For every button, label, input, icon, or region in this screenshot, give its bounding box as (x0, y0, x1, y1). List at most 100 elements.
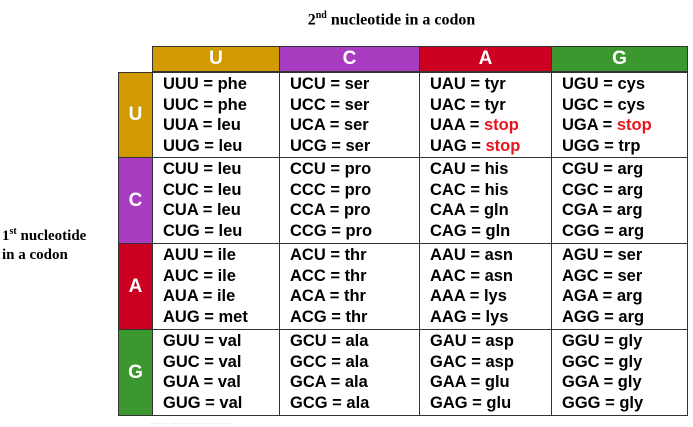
row-header-g: G (118, 329, 153, 416)
codon: GGA (562, 373, 599, 391)
codon-entry: CCU = pro (290, 159, 419, 180)
codon: CCU (290, 160, 326, 178)
codon: GCG (290, 393, 328, 412)
codon-entry: CAA = gln (430, 200, 551, 221)
amino-acid: ala (345, 352, 369, 371)
amino-acid: gly (618, 352, 643, 371)
codon-entry: GCU = ala (290, 331, 419, 352)
amino-acid: ile (216, 287, 236, 305)
equals-sign: = (326, 136, 346, 155)
amino-acid: arg (616, 287, 643, 305)
codon: CUC (163, 180, 199, 199)
equals-sign: = (199, 332, 219, 350)
codon: UUC (163, 95, 199, 114)
codon-entry: UCC = ser (290, 95, 419, 116)
codon: AGG (562, 307, 600, 326)
codon-entry: CAU = his (430, 159, 551, 180)
equals-sign: = (325, 180, 345, 199)
side-label-superscript: st (9, 226, 17, 237)
codon-entry: UGA = stop (562, 115, 687, 136)
codon-entry: ACU = thr (290, 245, 419, 266)
equals-sign: = (465, 180, 485, 199)
equals-sign: = (599, 136, 619, 155)
codon: UGC (562, 95, 599, 114)
codon-entry: GGG = gly (562, 393, 687, 414)
equals-sign: = (198, 201, 217, 219)
row-header-u: U (118, 72, 153, 158)
equals-sign: = (327, 393, 347, 412)
equals-sign: = (599, 352, 619, 371)
codon-cell-au: AUU = ile AUC = ile AUA = ile AUG = met (152, 243, 280, 330)
amino-acid: lys (483, 287, 507, 305)
codon: AAA (430, 287, 466, 305)
codon-entry: AUG = met (163, 307, 279, 328)
codon: AAC (430, 266, 466, 285)
stop-codon-label: stop (483, 116, 519, 134)
amino-acid: glu (484, 373, 510, 391)
equals-sign: = (466, 136, 486, 155)
amino-acid: lys (485, 307, 509, 326)
codon-entry: GUA = val (163, 372, 279, 393)
codon-entry: GGA = gly (562, 372, 687, 393)
amino-acid: val (217, 373, 241, 391)
amino-acid: ser (617, 266, 643, 285)
codon: GUG (163, 393, 201, 412)
codon: AGU (562, 246, 599, 264)
codon-entry: UGC = cys (562, 95, 687, 116)
codon: AUU (163, 246, 199, 264)
codon-entry: AUA = ile (163, 286, 279, 307)
codon-entry: GGC = gly (562, 352, 687, 373)
codon-cell-ag: AGU = ser AGC = ser AGA = arg AGG = arg (551, 243, 688, 330)
amino-acid: met (218, 307, 248, 326)
amino-acid: gln (483, 201, 509, 219)
codon-cell-uc: UCU = ser UCC = ser UCA = ser UCG = ser (279, 72, 420, 158)
codon-entry: GUU = val (163, 331, 279, 352)
equals-sign: = (325, 287, 344, 305)
equals-sign: = (466, 352, 486, 371)
codon: AUA (163, 287, 199, 305)
codon-entry: UCU = ser (290, 74, 419, 95)
codon-cell-gc: GCU = ala GCC = ala GCA = ala GCG = ala (279, 329, 420, 416)
codon-cell-gg: GGU = gly GGC = gly GGA = gly GGG = gly (551, 329, 688, 416)
codon: UAA (430, 116, 466, 134)
codon-entry: UUC = phe (163, 95, 279, 116)
codon-entry: UCG = ser (290, 136, 419, 157)
codon: CUA (163, 201, 199, 219)
equals-sign: = (198, 75, 218, 93)
stop-codon-label: stop (485, 136, 521, 155)
equals-sign: = (598, 266, 618, 285)
title-text: nucleotide in a codon (326, 11, 476, 29)
amino-acid: ser (344, 95, 370, 114)
codon-entry: AAA = lys (430, 286, 551, 307)
column-header-g: G (551, 46, 688, 72)
codon: CCG (290, 221, 327, 240)
codon-cell-aa: AAU = asn AAC = asn AAA = lys AAG = lys (419, 243, 552, 330)
codon-entry: ACG = thr (290, 307, 419, 328)
amino-acid: ser (345, 136, 371, 155)
codon-entry: GCA = ala (290, 372, 419, 393)
amino-acid: pro (344, 180, 372, 199)
codon: GUU (163, 332, 200, 350)
equals-sign: = (598, 75, 618, 93)
codon-entry: GAA = glu (430, 372, 551, 393)
codon: CAG (430, 221, 467, 240)
equals-sign: = (198, 180, 218, 199)
equals-sign: = (465, 75, 485, 93)
amino-acid: gln (485, 221, 511, 240)
codon-entry: GGU = gly (562, 331, 687, 352)
codon-entry: GAG = glu (430, 393, 551, 414)
codon-entry: AGU = ser (562, 245, 687, 266)
equals-sign: = (600, 393, 620, 412)
codon: AGA (562, 287, 599, 305)
codon: CUG (163, 221, 200, 240)
codon-cell-cu: CUU = leu CUC = leu CUA = leu CUG = leu (152, 157, 280, 244)
codon-entry: AGG = arg (562, 307, 687, 328)
codon-entry: UCA = ser (290, 115, 419, 136)
codon: GGC (562, 352, 600, 371)
codon-entry: AAC = asn (430, 266, 551, 287)
equals-sign: = (465, 95, 485, 114)
side-label-line2: in a codon (2, 247, 68, 263)
amino-acid: ala (345, 332, 369, 350)
codon: AAU (430, 246, 466, 264)
amino-acid: thr (344, 266, 367, 285)
